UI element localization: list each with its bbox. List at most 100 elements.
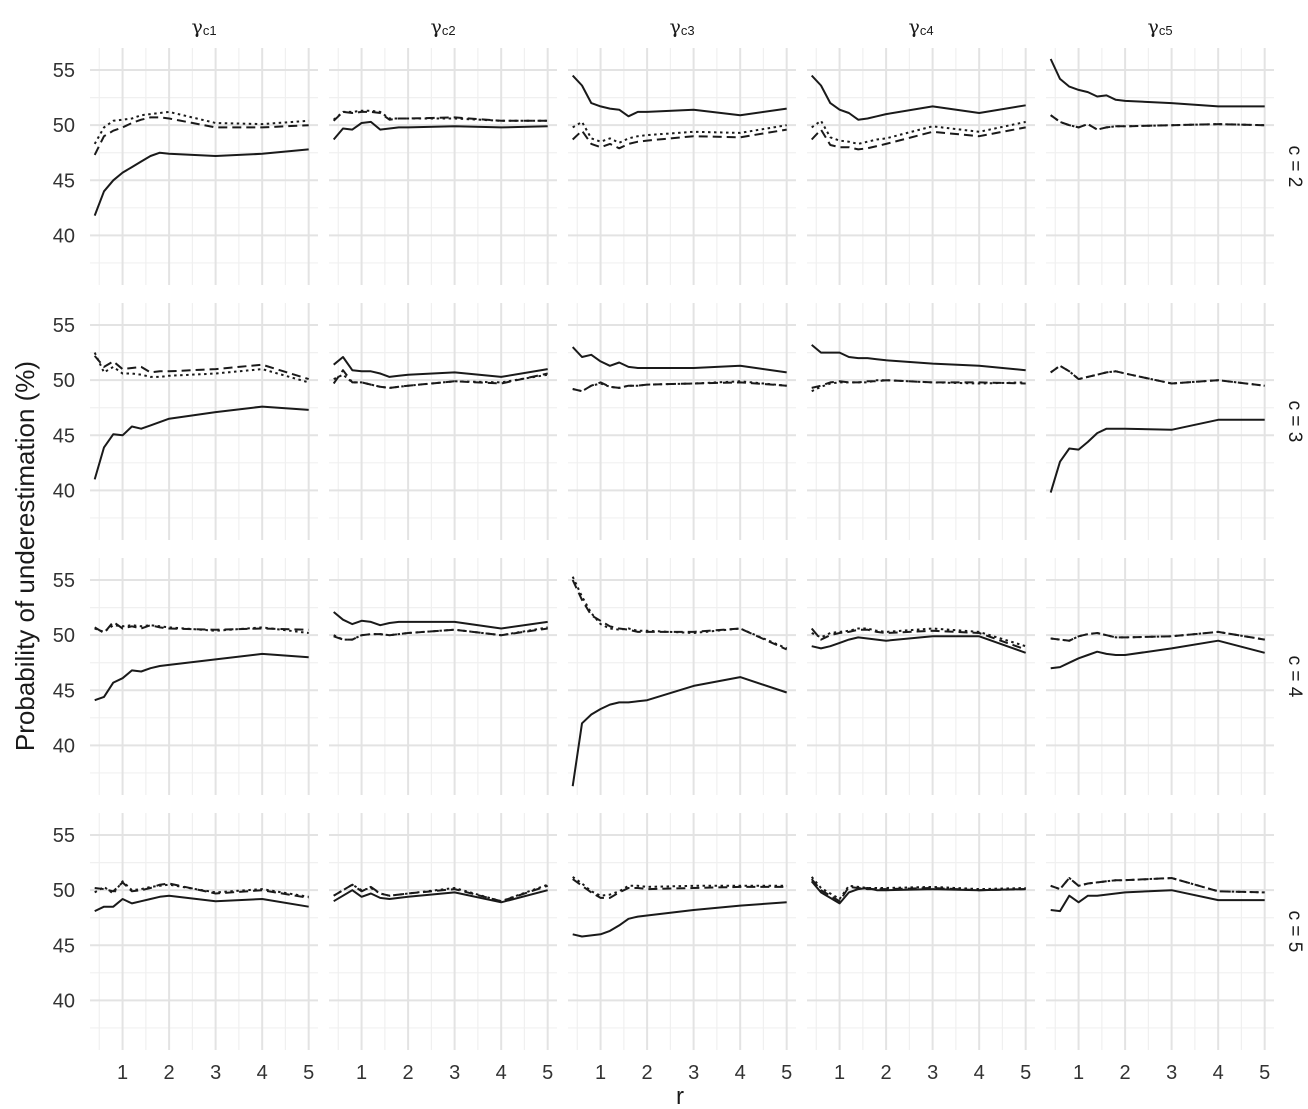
series-line-dotted <box>572 380 787 393</box>
series-line-dotted <box>93 352 309 384</box>
column-strip-label: γc1 <box>191 16 216 38</box>
series-line-dashed <box>1050 630 1265 642</box>
x-tick-label: 2 <box>403 1062 414 1084</box>
series-line-solid <box>93 405 309 480</box>
series-line-dashed <box>93 116 309 156</box>
panel <box>807 558 1035 795</box>
panel <box>568 303 796 540</box>
column-strip-subscript: c5 <box>1159 23 1173 38</box>
series-group <box>572 876 787 938</box>
series-line-solid <box>332 120 548 141</box>
panel <box>568 813 796 1050</box>
y-tick-label: 45 <box>53 935 75 957</box>
x-tick-label: 4 <box>257 1062 268 1084</box>
series-line-solid <box>811 635 1027 654</box>
series-group <box>332 356 548 389</box>
panel <box>1046 48 1274 285</box>
series-group <box>571 74 787 150</box>
series-line-dotted <box>333 373 548 389</box>
series-group <box>571 576 788 787</box>
series-line-dotted <box>333 626 548 641</box>
series-group <box>1050 630 1265 670</box>
series-group <box>571 346 787 393</box>
x-tick-label: 5 <box>303 1062 314 1084</box>
series-line-dotted <box>571 576 788 650</box>
series-line-dashed <box>571 579 788 651</box>
y-tick-label: 50 <box>53 115 75 137</box>
column-strip-subscript: c2 <box>442 23 456 38</box>
x-tick-label: 1 <box>1073 1062 1084 1084</box>
column-strip-subscript: c3 <box>681 23 695 38</box>
y-tick-label: 55 <box>53 570 75 592</box>
series-line-dotted <box>333 883 549 903</box>
series-line-dashed <box>333 110 548 122</box>
y-tick-label: 55 <box>53 315 75 337</box>
y-tick-label: 45 <box>53 680 75 702</box>
series-line-dashed <box>810 627 1027 651</box>
x-tick-label: 1 <box>595 1062 606 1084</box>
series-line-dotted <box>810 876 1026 900</box>
series-line-solid <box>810 74 1026 121</box>
series-line-solid <box>811 344 1026 372</box>
column-strip-subscript: c4 <box>920 23 934 38</box>
panel <box>568 48 796 285</box>
series-line-dashed <box>572 878 787 899</box>
panel <box>1046 813 1274 1050</box>
series-line-dotted <box>1050 364 1265 387</box>
panel <box>90 303 318 540</box>
x-tick-label: 1 <box>356 1062 367 1084</box>
series-group <box>332 109 548 141</box>
column-strip-label: γc5 <box>1147 16 1172 38</box>
series-line-dashed <box>93 355 309 381</box>
panel <box>1046 303 1274 540</box>
series-line-dotted <box>94 624 309 634</box>
series-line-dashed <box>94 620 309 634</box>
column-strip-label: γc3 <box>669 16 694 38</box>
y-tick-label: 55 <box>53 825 75 847</box>
series-group <box>1049 364 1265 493</box>
series-group <box>93 352 309 480</box>
series-group <box>333 611 548 641</box>
series-line-dotted <box>1050 114 1265 131</box>
x-tick-label: 2 <box>1120 1062 1131 1084</box>
series-line-dotted <box>811 627 1026 648</box>
series-group <box>810 627 1027 654</box>
panel <box>329 303 557 540</box>
panel <box>807 813 1035 1050</box>
row-strip-label: c = 5 <box>1284 911 1305 953</box>
series-line-dotted <box>811 379 1026 393</box>
series-line-solid <box>1049 58 1265 108</box>
y-tick-label: 45 <box>53 425 75 447</box>
x-tick-label: 2 <box>164 1062 175 1084</box>
y-tick-label: 55 <box>53 60 75 82</box>
series-line-dotted <box>333 109 548 122</box>
x-tick-label: 5 <box>542 1062 553 1084</box>
panel <box>329 48 557 285</box>
series-line-solid <box>1050 889 1265 913</box>
x-tick-label: 4 <box>974 1062 985 1084</box>
series-line-solid <box>333 356 548 378</box>
panel <box>807 48 1035 285</box>
y-tick-label: 40 <box>53 480 75 502</box>
series-group <box>93 110 309 216</box>
x-tick-label: 4 <box>735 1062 746 1084</box>
row-strip-label: c = 3 <box>1284 401 1305 443</box>
x-tick-label: 3 <box>449 1062 460 1084</box>
series-line-solid <box>333 611 548 630</box>
row-strip-label: c = 2 <box>1284 146 1305 188</box>
column-strip-label: γc2 <box>430 16 455 38</box>
x-tick-label: 1 <box>117 1062 128 1084</box>
panel <box>329 558 557 795</box>
panel <box>90 813 318 1050</box>
series-line-dashed <box>1050 364 1265 387</box>
y-tick-label: 50 <box>53 880 75 902</box>
y-tick-label: 50 <box>53 370 75 392</box>
series-line-solid <box>1050 639 1265 670</box>
series-group <box>1049 58 1265 131</box>
series-line-dotted <box>1050 877 1265 894</box>
x-tick-label: 4 <box>496 1062 507 1084</box>
x-tick-label: 5 <box>1259 1062 1270 1084</box>
panel <box>90 48 318 285</box>
x-tick-label: 2 <box>642 1062 653 1084</box>
y-axis-title: Probability of underestimation (%) <box>10 361 40 751</box>
